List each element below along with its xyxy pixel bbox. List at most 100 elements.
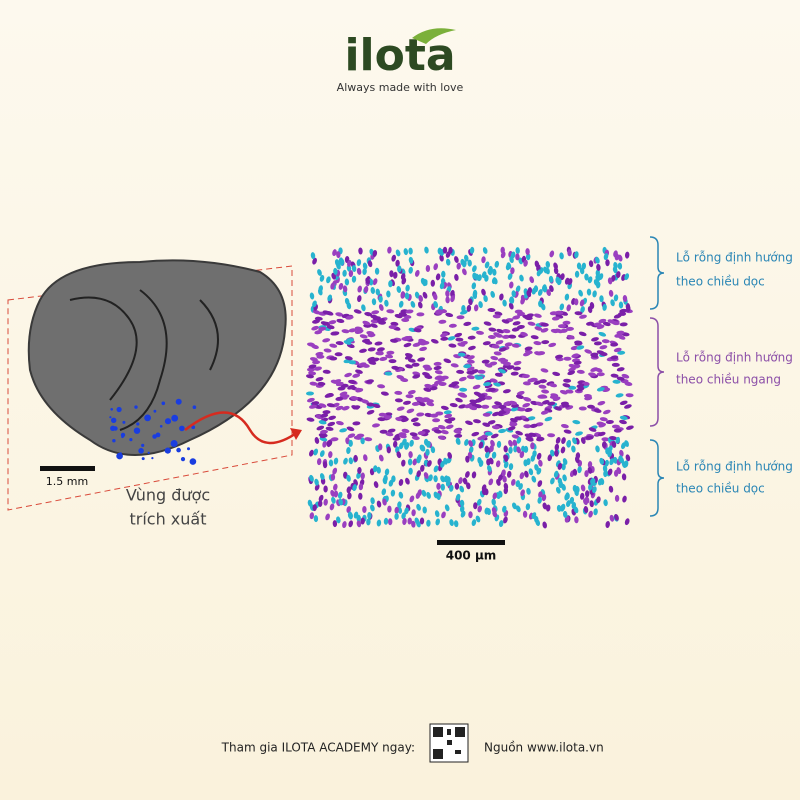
pore — [547, 401, 556, 406]
pore — [339, 391, 348, 397]
pore — [509, 400, 518, 406]
pore — [610, 342, 619, 347]
pore — [597, 400, 606, 406]
region-dot — [112, 439, 116, 443]
pore — [448, 323, 457, 328]
pore — [483, 382, 492, 387]
pore — [330, 282, 335, 290]
pore — [613, 428, 622, 433]
pore — [622, 295, 628, 302]
pore — [624, 404, 632, 409]
pore — [576, 386, 585, 392]
pore — [450, 363, 459, 368]
pore — [603, 470, 608, 478]
pore — [339, 428, 348, 433]
pore — [588, 260, 594, 268]
pore — [360, 517, 365, 525]
pore — [377, 443, 383, 451]
pore — [316, 458, 322, 466]
pore — [306, 417, 315, 422]
pore — [487, 465, 492, 472]
pore — [573, 506, 579, 514]
pore — [332, 249, 337, 257]
pore — [323, 348, 332, 353]
pore — [547, 433, 556, 438]
pore — [484, 445, 489, 453]
pore — [312, 504, 317, 512]
pore — [472, 289, 478, 297]
pore — [319, 473, 325, 480]
pore — [602, 321, 611, 327]
pore — [391, 254, 396, 262]
pore — [611, 362, 620, 367]
pore — [515, 505, 521, 513]
pore — [526, 290, 532, 298]
pore — [519, 274, 524, 282]
pore — [396, 406, 405, 411]
pore — [488, 457, 494, 465]
pore — [538, 491, 543, 499]
pore — [601, 437, 610, 442]
pore — [593, 322, 602, 327]
pore — [407, 390, 416, 395]
pore — [344, 297, 350, 305]
region-dot — [119, 452, 122, 455]
pore — [445, 312, 454, 318]
pore — [569, 496, 575, 504]
pore — [590, 352, 599, 357]
pore — [311, 325, 319, 331]
pore — [348, 360, 357, 365]
pore — [544, 416, 553, 422]
region-dot — [171, 414, 179, 422]
pore — [498, 347, 507, 352]
pore — [484, 395, 493, 400]
pore — [417, 301, 423, 309]
pore — [571, 445, 576, 453]
pore — [541, 389, 550, 394]
pore — [593, 408, 602, 413]
region-dot — [153, 409, 157, 413]
pore — [567, 370, 576, 376]
pore — [326, 403, 335, 408]
pore — [563, 356, 572, 361]
pore — [394, 398, 403, 403]
pore — [590, 478, 596, 486]
pore — [348, 328, 357, 333]
pore — [417, 430, 426, 436]
pore — [335, 312, 344, 317]
pore — [320, 413, 329, 418]
pore — [314, 437, 320, 444]
pore — [400, 417, 409, 423]
pore — [392, 440, 398, 448]
pore — [433, 465, 439, 473]
region-dot — [144, 414, 152, 422]
pore — [599, 457, 605, 465]
pore — [435, 273, 441, 281]
pore — [615, 393, 624, 398]
pore — [566, 304, 571, 312]
pore — [491, 344, 500, 349]
pore — [558, 324, 566, 329]
pore — [511, 478, 516, 486]
pore — [400, 377, 409, 383]
pore — [510, 417, 518, 423]
pore — [407, 517, 412, 525]
pore — [335, 396, 344, 401]
region-dot — [136, 422, 140, 426]
pore — [424, 383, 433, 389]
region-label: Vùng được — [126, 486, 210, 505]
pore — [552, 396, 561, 402]
pore — [309, 381, 318, 386]
pore — [367, 356, 375, 362]
pore — [504, 342, 513, 347]
logo: ilota — [344, 30, 455, 81]
region-dot — [189, 458, 197, 465]
pore — [449, 403, 458, 408]
pore — [503, 516, 508, 524]
pore — [430, 279, 436, 287]
pore — [378, 412, 387, 417]
pore — [498, 428, 507, 434]
pore — [444, 504, 450, 512]
pore — [382, 477, 388, 485]
pore — [397, 501, 402, 509]
